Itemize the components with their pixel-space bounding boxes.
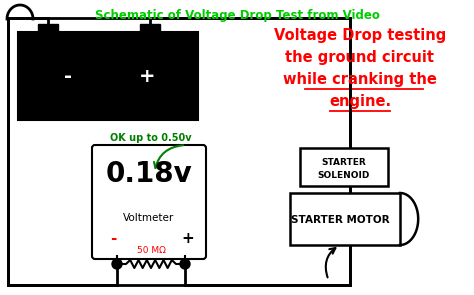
FancyBboxPatch shape — [92, 145, 206, 259]
Text: Voltmeter: Voltmeter — [123, 213, 174, 223]
Text: +: + — [139, 66, 156, 86]
Bar — [8, 18, 350, 285]
Circle shape — [112, 259, 122, 269]
Bar — [18, 32, 198, 120]
Text: the ground circuit: the ground circuit — [285, 50, 435, 65]
Text: 0.18v: 0.18v — [106, 160, 192, 188]
Text: engine.: engine. — [329, 94, 391, 109]
Bar — [300, 148, 388, 186]
Text: STARTER: STARTER — [322, 158, 366, 167]
Text: Voltage Drop testing: Voltage Drop testing — [274, 28, 446, 43]
Circle shape — [180, 259, 190, 269]
Text: while cranking the: while cranking the — [283, 72, 437, 87]
Text: +: + — [182, 231, 194, 246]
Bar — [38, 24, 58, 34]
Text: SOLENOID: SOLENOID — [318, 171, 370, 180]
Text: -: - — [64, 66, 73, 86]
Text: -: - — [110, 231, 116, 246]
Bar — [290, 193, 400, 245]
Bar — [140, 24, 160, 34]
Text: STARTER MOTOR: STARTER MOTOR — [291, 215, 389, 225]
Text: Schematic of Voltage Drop Test from Video: Schematic of Voltage Drop Test from Vide… — [94, 9, 380, 22]
Text: OK up to 0.50v: OK up to 0.50v — [110, 133, 192, 143]
Text: 50 MΩ: 50 MΩ — [137, 246, 165, 255]
